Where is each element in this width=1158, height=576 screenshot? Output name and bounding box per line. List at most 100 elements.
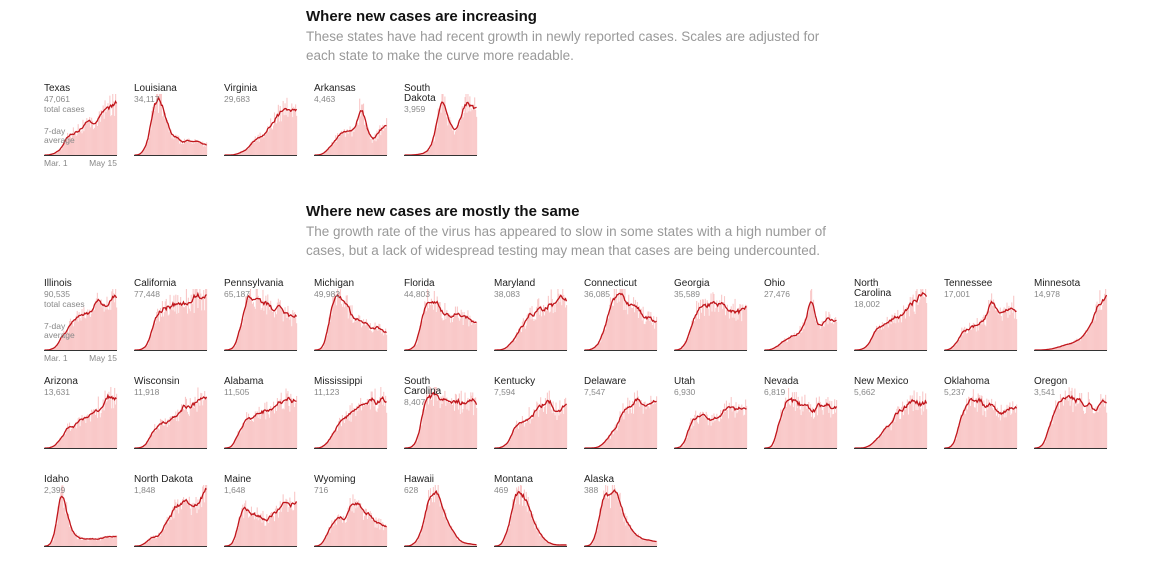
daily-bar	[441, 403, 443, 448]
daily-bar	[114, 115, 116, 155]
daily-bar	[108, 536, 110, 546]
daily-bar	[286, 499, 288, 546]
daily-bar	[424, 153, 426, 155]
daily-bar	[366, 127, 368, 155]
daily-bar	[105, 537, 107, 546]
daily-bar	[1086, 405, 1088, 448]
daily-bar	[369, 511, 371, 546]
daily-bar	[475, 109, 477, 155]
state-total-cases-kentucky: 7,594	[494, 387, 516, 397]
daily-bar	[538, 298, 540, 350]
daily-bar	[201, 393, 203, 448]
daily-bar	[267, 125, 269, 155]
daily-bar	[1009, 402, 1011, 448]
daily-bar	[462, 324, 464, 350]
daily-bar	[108, 309, 110, 350]
daily-bar	[64, 432, 66, 448]
daily-bar	[97, 537, 99, 546]
daily-bar	[636, 302, 638, 350]
daily-bar	[913, 390, 915, 448]
daily-bar	[645, 540, 647, 546]
daily-bar	[363, 404, 366, 448]
daily-bar	[98, 539, 100, 546]
daily-bar	[110, 535, 112, 546]
daily-bar	[693, 425, 695, 448]
daily-bar	[956, 434, 958, 448]
state-chart-idaho: Idaho 2,399	[44, 475, 118, 565]
daily-bar	[326, 443, 328, 448]
daily-bar	[263, 137, 265, 155]
daily-bar	[232, 347, 234, 350]
daily-bars-north-carolina	[858, 289, 928, 350]
daily-bar	[602, 333, 604, 350]
daily-bar	[637, 533, 639, 546]
daily-bar	[289, 319, 291, 350]
daily-bar	[249, 142, 252, 155]
daily-bar	[184, 305, 187, 350]
daily-bar	[437, 306, 439, 350]
sparkline-pennsylvania	[224, 289, 298, 351]
daily-bar	[109, 300, 111, 350]
daily-bar	[595, 345, 597, 350]
daily-bars-mississippi	[318, 387, 388, 448]
daily-bar	[715, 420, 717, 448]
daily-bar	[432, 487, 434, 546]
daily-bar	[271, 128, 273, 155]
state-name-south-carolina: South Carolina	[404, 376, 442, 397]
daily-bar	[238, 333, 240, 350]
daily-bar	[635, 536, 637, 546]
daily-bar	[267, 520, 269, 546]
seven-day-average-line-oklahoma	[944, 397, 1018, 449]
daily-bar	[66, 427, 68, 448]
daily-bar	[451, 124, 453, 155]
seven-day-average-line-kentucky	[494, 399, 568, 449]
daily-bar	[349, 126, 351, 155]
daily-bar	[192, 502, 194, 546]
daily-bar	[270, 300, 272, 350]
daily-bar	[344, 301, 346, 350]
daily-bar	[536, 401, 538, 448]
daily-bar	[294, 491, 296, 546]
daily-bar	[733, 317, 735, 350]
daily-bar	[526, 418, 528, 448]
daily-bar	[146, 345, 148, 350]
daily-bar	[694, 320, 696, 350]
daily-bar	[140, 153, 142, 155]
daily-bar	[352, 127, 354, 155]
daily-bar	[450, 529, 452, 546]
daily-bar	[265, 295, 267, 350]
sparkline-ohio	[764, 289, 838, 351]
state-name-minnesota: Minnesota	[1034, 278, 1081, 289]
daily-bar	[56, 345, 58, 350]
daily-bar	[911, 395, 913, 448]
seven-day-average-line-virginia	[224, 107, 298, 156]
state-name-nevada: Nevada	[764, 376, 799, 387]
daily-bar	[373, 520, 375, 546]
daily-bar	[428, 404, 430, 448]
daily-bar	[815, 323, 817, 350]
daily-bar	[240, 515, 242, 546]
daily-bar	[701, 411, 703, 448]
daily-bar	[281, 310, 283, 350]
state-name-arizona: Arizona	[44, 376, 78, 387]
daily-bar	[143, 543, 145, 546]
daily-bar	[1084, 330, 1087, 350]
daily-bar	[460, 390, 462, 448]
daily-bar	[600, 341, 602, 350]
daily-bar	[459, 318, 461, 350]
daily-bar	[114, 387, 116, 448]
daily-bar	[953, 443, 955, 448]
daily-bar	[733, 405, 735, 448]
daily-bar	[327, 441, 329, 448]
daily-bar	[602, 502, 604, 546]
daily-bar	[324, 152, 326, 155]
daily-bar	[882, 428, 884, 448]
daily-bar	[467, 310, 469, 350]
daily-bar	[1074, 339, 1076, 350]
daily-bar	[113, 293, 115, 350]
daily-bar	[867, 446, 869, 448]
daily-bar	[81, 133, 83, 155]
daily-bar	[448, 524, 450, 546]
daily-bar	[950, 348, 952, 350]
daily-bar	[59, 496, 61, 546]
